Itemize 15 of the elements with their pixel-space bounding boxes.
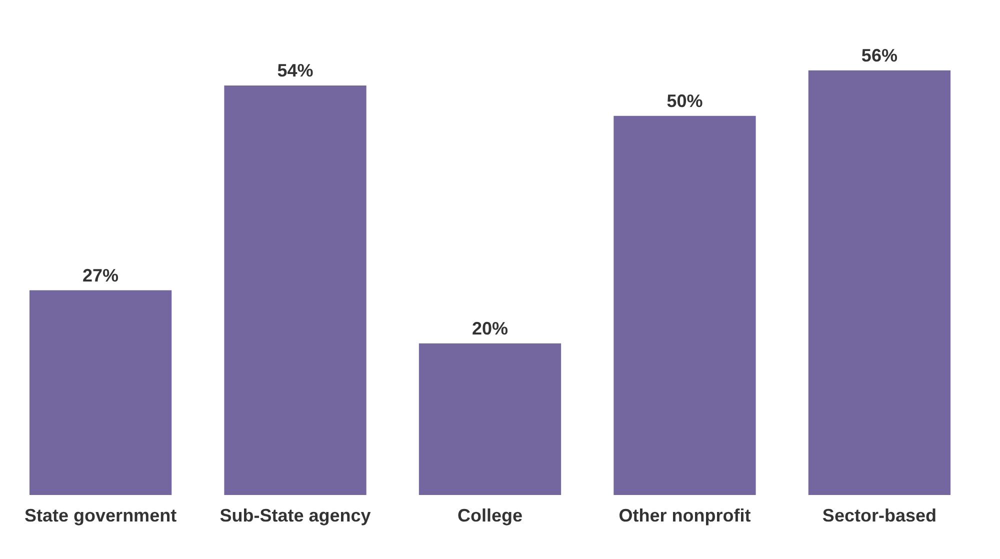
bar [808,70,951,495]
bar [614,116,756,495]
x-tick-label: Sub-State agency [220,506,371,526]
x-tick-label: Sector-based [822,506,936,526]
data-label: 27% [82,265,119,286]
x-tick-label: College [457,506,523,526]
data-label: 54% [277,60,314,80]
data-label: 50% [666,90,703,111]
x-tick-label: State government [24,506,177,526]
bar [418,343,562,495]
bar [224,86,366,495]
data-label: 56% [861,45,898,66]
bar [29,290,172,495]
data-label: 20% [472,318,508,338]
x-tick-label: Other nonprofit [618,506,751,526]
